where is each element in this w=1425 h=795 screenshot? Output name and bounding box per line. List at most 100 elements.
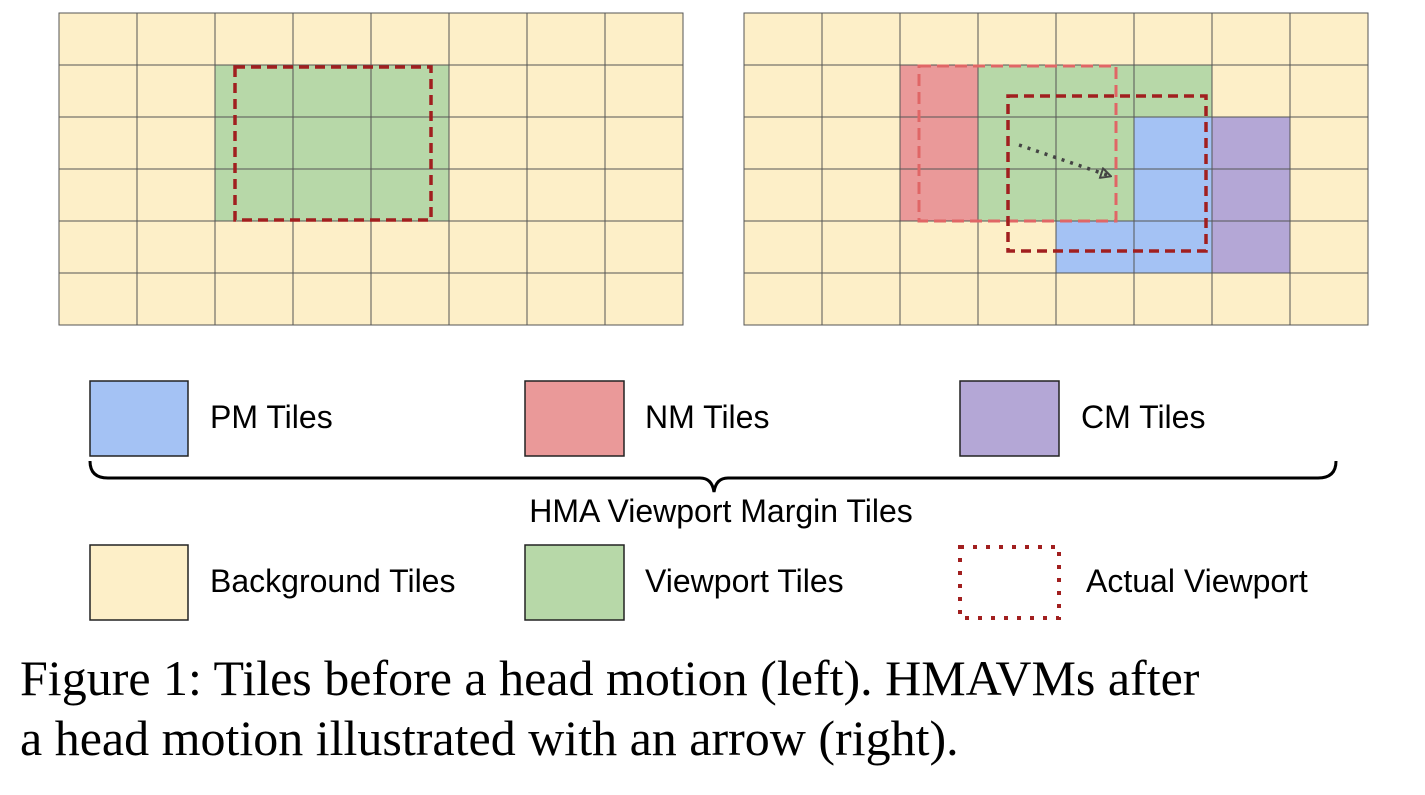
left-background-tile (448, 220, 528, 274)
legend-pm-swatch (89, 380, 189, 457)
left-background-tile (292, 272, 372, 326)
left-background-tile (292, 220, 372, 274)
right-pm-tile (1133, 168, 1213, 222)
left-background-tile (526, 116, 606, 170)
caption-line-1: Figure 1: Tiles before a head motion (le… (20, 650, 1200, 706)
right-nm-tile (899, 168, 979, 222)
left-viewport-tile (214, 168, 294, 222)
legend-cm-swatch (959, 380, 1060, 457)
legend-pm-label: PM Tiles (210, 399, 333, 435)
legend-cm-label: CM Tiles (1081, 399, 1205, 435)
right-pm-tile (1133, 220, 1213, 274)
right-background-tile (1289, 168, 1369, 222)
left-viewport-tile (370, 64, 450, 118)
right-viewport-tile (1133, 64, 1213, 118)
right-background-tile (1211, 64, 1291, 118)
right-background-tile (1289, 220, 1369, 274)
figure-caption: Figure 1: Tiles before a head motion (le… (20, 648, 1420, 768)
margin-group-label: HMA Viewport Margin Tiles (529, 493, 913, 529)
left-background-tile (526, 220, 606, 274)
right-viewport-tile (1055, 168, 1135, 222)
left-background-tile (370, 272, 450, 326)
right-background-tile (1289, 12, 1369, 66)
caption-line-2: a head motion illustrated with an arrow … (20, 710, 959, 766)
right-background-tile (1289, 116, 1369, 170)
right-background-tile (821, 64, 901, 118)
left-viewport-tile (292, 64, 372, 118)
right-background-tile (743, 272, 823, 326)
left-background-tile (604, 116, 684, 170)
left-background-tile (58, 116, 138, 170)
left-background-tile (526, 64, 606, 118)
margin-tiles-brace (88, 460, 1338, 493)
left-background-tile (604, 272, 684, 326)
right-background-tile (743, 220, 823, 274)
right-tile-grid (743, 12, 1369, 326)
left-background-tile (58, 64, 138, 118)
right-background-tile (1211, 272, 1291, 326)
left-background-tile (214, 12, 294, 66)
right-background-tile (977, 272, 1057, 326)
right-cm-tile (1211, 168, 1291, 222)
left-viewport-tile (370, 116, 450, 170)
left-background-tile (448, 272, 528, 326)
right-background-tile (1133, 272, 1213, 326)
left-background-tile (214, 272, 294, 326)
left-background-tile (370, 220, 450, 274)
legend-nm-label: NM Tiles (645, 399, 769, 435)
left-background-tile (526, 168, 606, 222)
right-viewport-tile (977, 64, 1057, 118)
right-background-tile (899, 272, 979, 326)
left-background-tile (58, 168, 138, 222)
legend-background-swatch (89, 544, 189, 621)
right-background-tile (899, 12, 979, 66)
left-viewport-tile (214, 116, 294, 170)
left-background-tile (214, 220, 294, 274)
left-background-tile (58, 12, 138, 66)
right-background-tile (1055, 12, 1135, 66)
right-viewport-tile (1055, 116, 1135, 170)
right-background-tile (1055, 272, 1135, 326)
left-background-tile (526, 12, 606, 66)
left-background-tile (58, 220, 138, 274)
right-background-tile (1289, 64, 1369, 118)
right-viewport-tile (1055, 64, 1135, 118)
right-actual-viewport (1006, 94, 1208, 253)
right-cm-tile (1211, 116, 1291, 170)
right-pm-tile (1055, 220, 1135, 274)
right-viewport-tile (977, 116, 1057, 170)
right-background-tile (821, 116, 901, 170)
legend-nm-swatch (524, 380, 625, 457)
right-viewport-tile (977, 168, 1057, 222)
left-actual-viewport (233, 65, 433, 222)
left-viewport-tile (214, 64, 294, 118)
right-background-tile (899, 220, 979, 274)
right-background-tile (1133, 12, 1213, 66)
left-background-tile (604, 220, 684, 274)
left-background-tile (136, 116, 216, 170)
right-background-tile (977, 220, 1057, 274)
left-background-tile (370, 12, 450, 66)
right-background-tile (821, 220, 901, 274)
legend-actual-viewport-swatch (958, 545, 1061, 620)
right-cm-tile (1211, 220, 1291, 274)
left-tile-grid (58, 12, 684, 326)
right-background-tile (1289, 272, 1369, 326)
left-background-tile (136, 272, 216, 326)
left-background-tile (604, 64, 684, 118)
legend-viewport-swatch (524, 544, 625, 621)
legend-actual-viewport-label: Actual Viewport (1086, 563, 1308, 599)
right-background-tile (821, 168, 901, 222)
right-pm-tile (1133, 116, 1213, 170)
left-background-tile (604, 168, 684, 222)
left-viewport-tile (292, 116, 372, 170)
legend-background-label: Background Tiles (210, 563, 455, 599)
left-background-tile (136, 168, 216, 222)
left-background-tile (448, 168, 528, 222)
left-viewport-tile (370, 168, 450, 222)
right-background-tile (743, 12, 823, 66)
left-background-tile (604, 12, 684, 66)
left-viewport-tile (292, 168, 372, 222)
right-background-tile (743, 116, 823, 170)
right-background-tile (821, 12, 901, 66)
